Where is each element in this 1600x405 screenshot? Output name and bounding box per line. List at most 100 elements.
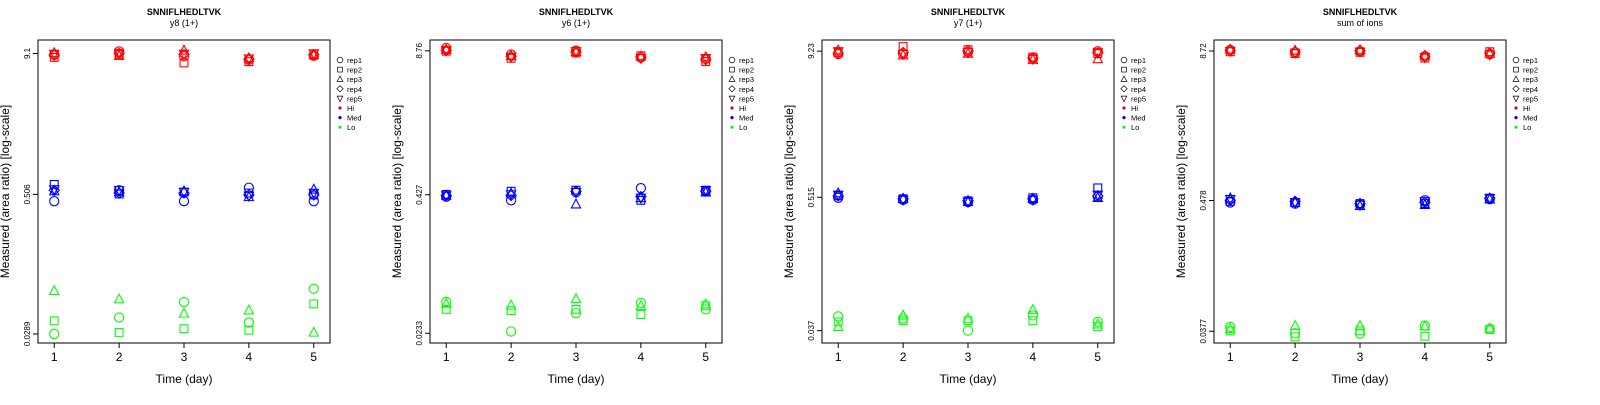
chart-title: SNNIFLHEDLTVK xyxy=(147,7,222,17)
data-point xyxy=(440,43,452,54)
data-point xyxy=(308,188,320,200)
data-point xyxy=(635,50,647,61)
data-point xyxy=(308,183,320,194)
legend-symbol xyxy=(1120,85,1128,93)
data-point xyxy=(440,191,452,202)
data-point xyxy=(505,49,517,60)
data-point xyxy=(1289,198,1301,209)
data-point xyxy=(962,48,974,59)
legend-symbol xyxy=(728,75,736,82)
data-point xyxy=(700,304,711,315)
x-tick-label: 2 xyxy=(900,350,907,364)
y-tick-label: 0.0289 xyxy=(23,321,32,346)
data-point xyxy=(1092,52,1104,64)
data-point xyxy=(113,292,125,304)
legend-color-dot xyxy=(1514,106,1518,110)
data-point xyxy=(49,180,59,189)
data-point xyxy=(897,49,909,61)
data-point xyxy=(635,51,647,63)
legend-label: rep1 xyxy=(347,56,362,65)
chart-title: SNNIFLHEDLTVK xyxy=(1323,7,1398,17)
data-point xyxy=(440,45,452,57)
legend-symbol xyxy=(337,66,343,73)
data-point xyxy=(1419,320,1431,331)
legend-label: Lo xyxy=(347,123,355,132)
legend-symbol xyxy=(729,66,735,73)
legend-symbol xyxy=(1120,75,1128,82)
x-tick-label: 1 xyxy=(443,350,450,364)
x-tick-label: 3 xyxy=(965,350,972,364)
plot-frame xyxy=(429,39,723,344)
data-point xyxy=(505,52,517,64)
data-point xyxy=(243,54,255,65)
data-point xyxy=(832,190,844,202)
data-point xyxy=(308,283,319,294)
legend-color-dot xyxy=(730,106,734,110)
data-point xyxy=(1027,54,1039,66)
x-tick-label: 2 xyxy=(116,350,123,364)
data-point xyxy=(897,195,909,207)
data-point xyxy=(1354,47,1366,58)
data-point xyxy=(962,312,974,323)
data-point xyxy=(1225,321,1236,333)
legend-symbol xyxy=(1512,56,1520,64)
data-point xyxy=(1289,328,1301,339)
data-point xyxy=(1092,190,1104,202)
legend-symbol xyxy=(1512,75,1520,82)
data-point xyxy=(1419,198,1431,209)
chart-title: SNNIFLHEDLTVK xyxy=(539,7,614,17)
data-point xyxy=(113,312,125,323)
data-point xyxy=(49,196,60,207)
data-point xyxy=(243,317,255,328)
plot-frame xyxy=(821,39,1115,344)
legend-symbol xyxy=(1512,85,1520,93)
data-point xyxy=(1027,310,1039,321)
data-point xyxy=(1354,328,1366,339)
chart-subtitle: y8 (1+) xyxy=(170,18,198,28)
x-axis-label: Time (day) xyxy=(1332,372,1389,386)
legend-label: Med xyxy=(347,114,362,123)
data-point xyxy=(1224,46,1236,58)
data-point xyxy=(1355,199,1365,209)
y-tick-label: 8.72 xyxy=(1199,43,1208,59)
data-point xyxy=(570,292,582,304)
data-point xyxy=(113,186,125,197)
data-point xyxy=(48,284,60,296)
data-point xyxy=(898,316,908,326)
legend-symbol xyxy=(336,95,344,103)
legend-color-dot xyxy=(338,116,342,120)
data-point xyxy=(1420,331,1430,341)
y-tick-label: 0.0377 xyxy=(1199,318,1208,343)
legend-color-dot xyxy=(1514,116,1518,120)
x-axis-label: Time (day) xyxy=(548,372,605,386)
legend-label: rep4 xyxy=(739,85,754,94)
y-axis-label: Measured (area ratio) [log-scale] xyxy=(1174,105,1188,278)
legend-label: rep2 xyxy=(1131,66,1146,75)
x-tick-label: 4 xyxy=(638,350,645,364)
data-point xyxy=(308,326,320,337)
y-axis-label: Measured (area ratio) [log-scale] xyxy=(0,105,12,278)
data-point xyxy=(962,197,974,209)
data-point xyxy=(178,187,190,199)
legend-symbol xyxy=(728,95,736,103)
data-point xyxy=(243,303,255,315)
legend-label: Hi xyxy=(347,104,354,113)
data-point xyxy=(1027,51,1039,64)
data-point xyxy=(440,189,452,200)
data-point xyxy=(1354,200,1366,211)
data-point xyxy=(1419,320,1431,331)
data-point xyxy=(1354,43,1366,55)
data-point xyxy=(1484,193,1496,205)
data-point xyxy=(1092,48,1104,59)
legend-color-dot xyxy=(1514,125,1518,129)
legend-symbol xyxy=(336,75,344,82)
chart-subtitle: sum of ions xyxy=(1337,18,1384,28)
y-tick-label: 8.76 xyxy=(415,43,424,59)
data-point xyxy=(700,185,712,197)
legend-label: rep5 xyxy=(347,94,362,103)
legend-label: rep2 xyxy=(1523,66,1538,75)
data-point xyxy=(1289,319,1301,330)
data-point xyxy=(308,49,320,60)
data-point xyxy=(113,46,125,57)
